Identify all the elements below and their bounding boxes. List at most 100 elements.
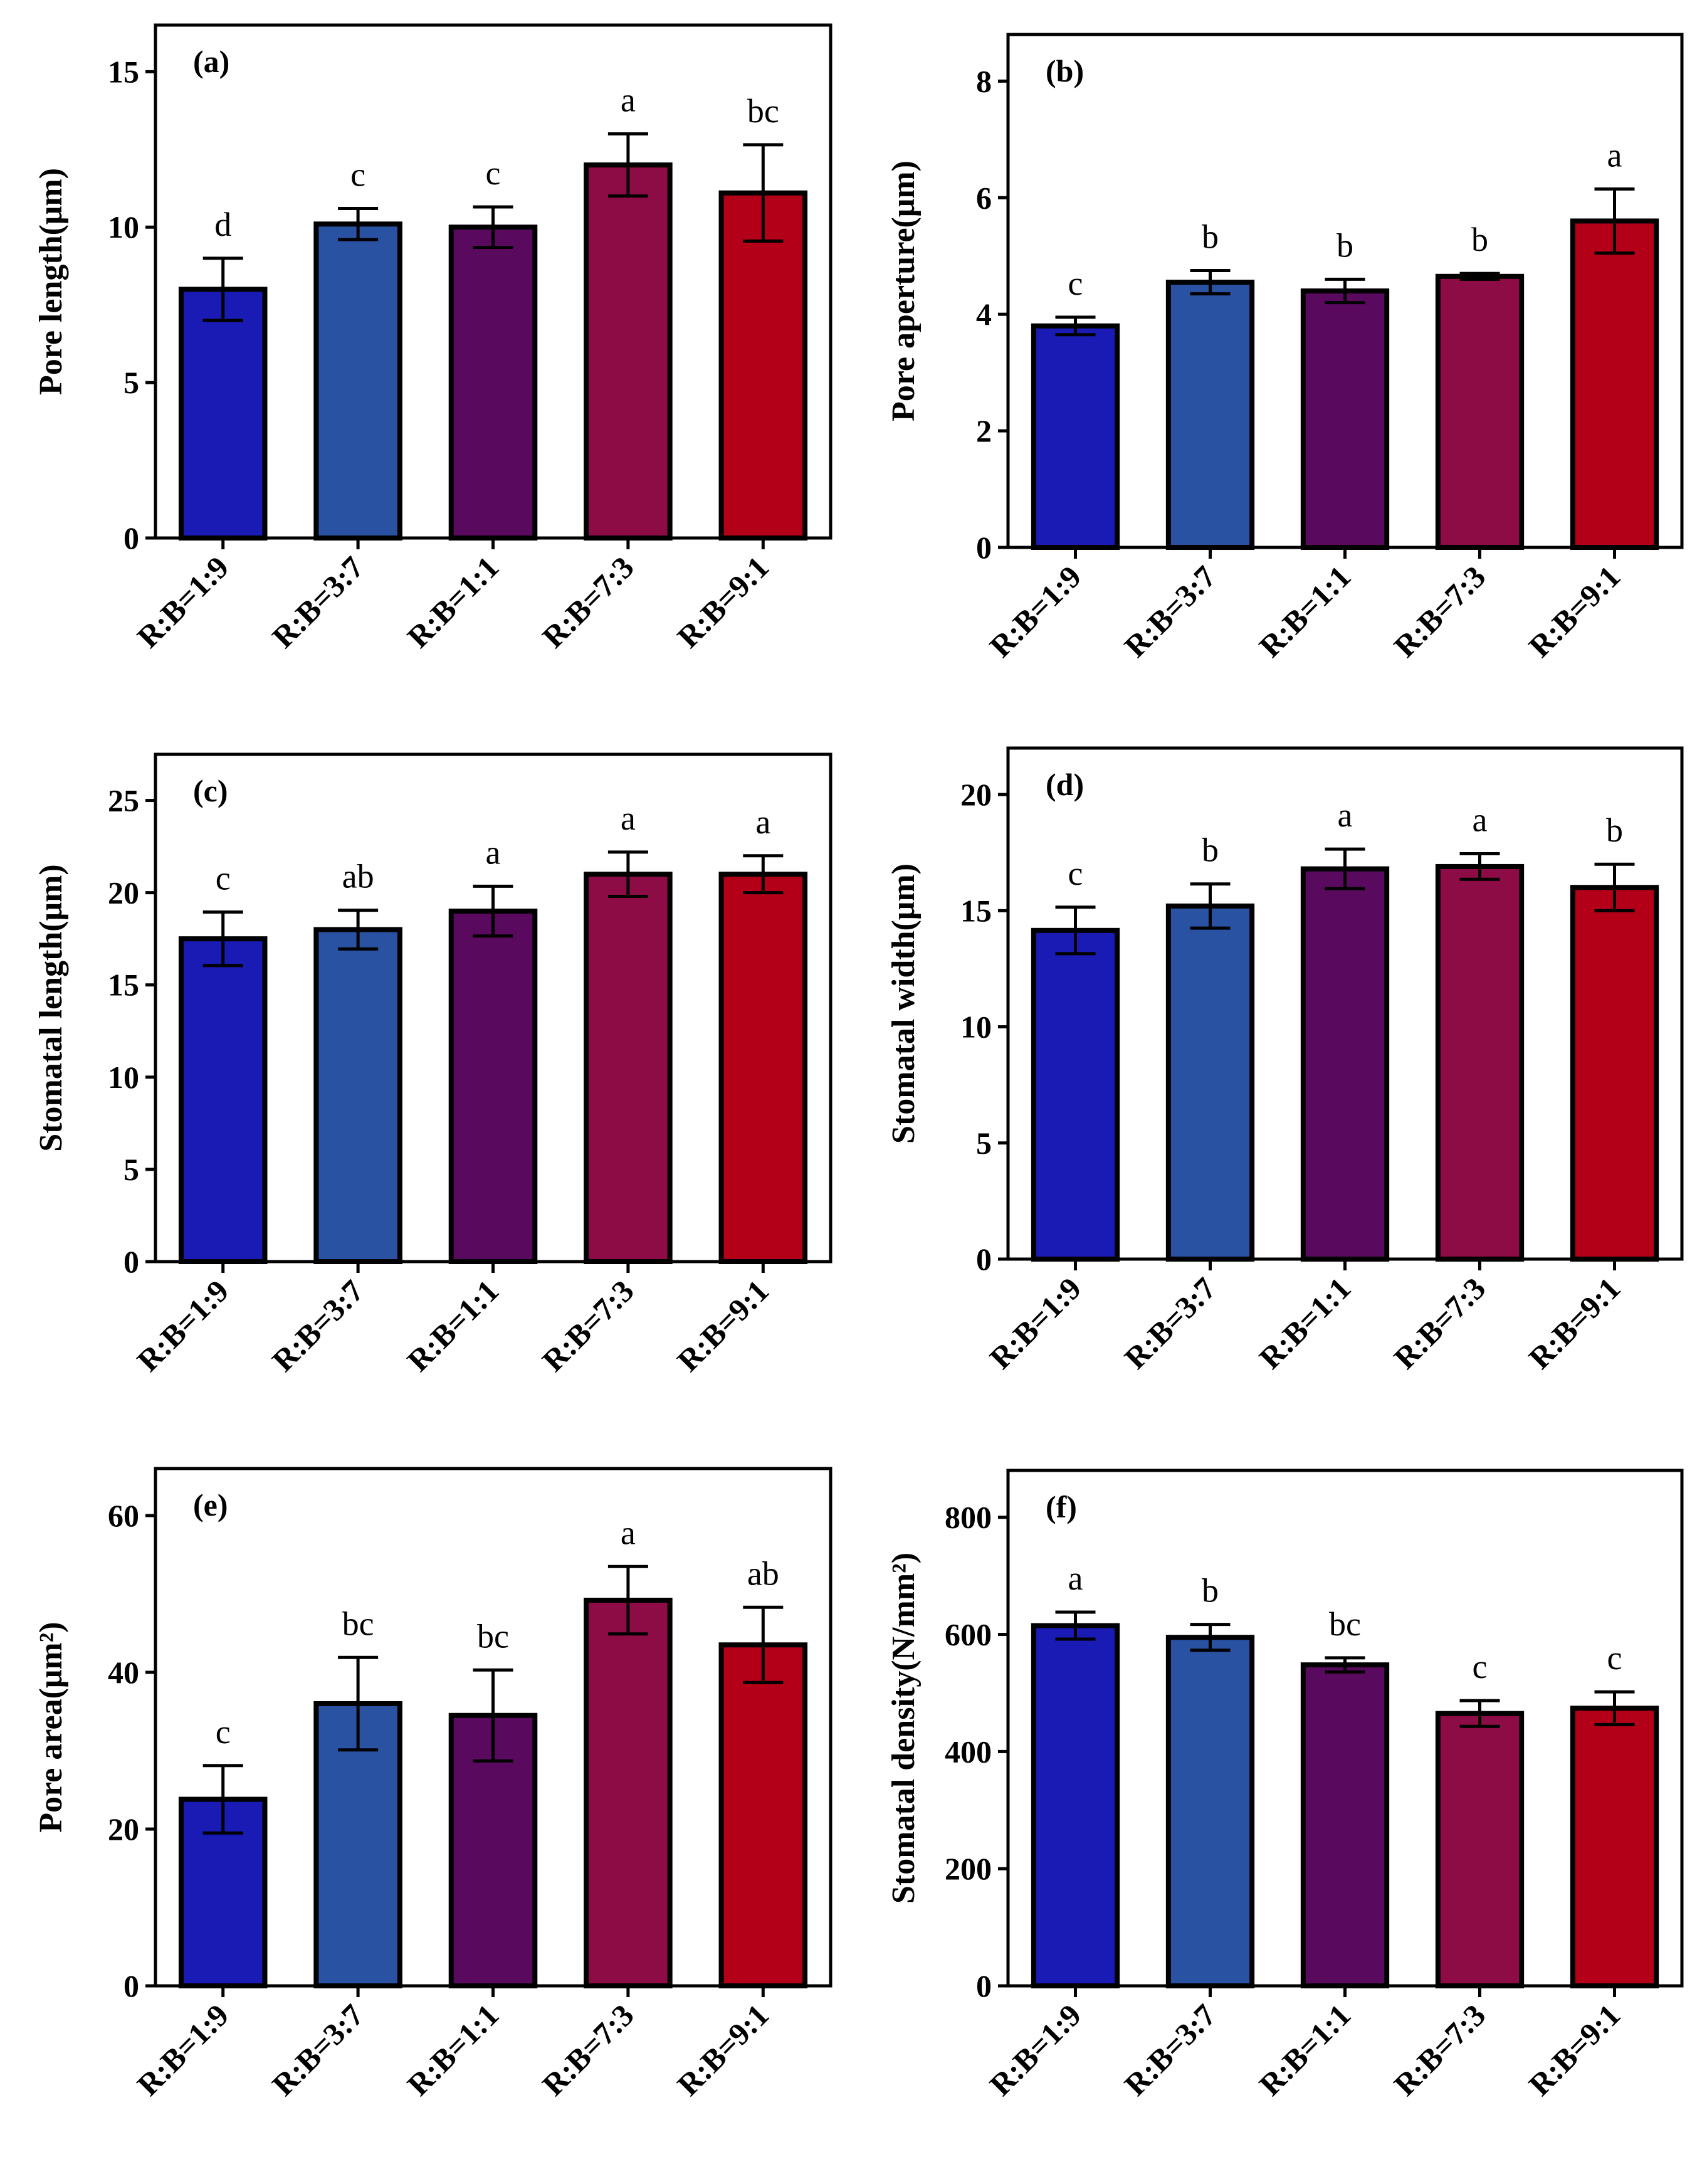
bar-R:B=9:1	[1570, 1706, 1659, 1989]
panel-label: (d)	[1046, 767, 1084, 802]
significance-letter: b	[1471, 221, 1488, 258]
x-tick-label: R:B=7:3	[535, 1997, 641, 2102]
y-tick-label: 10	[108, 209, 139, 245]
x-tick-label: R:B=9:1	[1522, 1270, 1627, 1376]
y-tick-label: 0	[123, 1968, 139, 2003]
y-tick-label: 800	[945, 1500, 992, 1535]
bar-R:B=1:9	[1031, 323, 1120, 550]
bar-R:B=3:7	[1165, 1635, 1255, 1988]
bar-R:B=9:1	[718, 872, 808, 1264]
significance-letter: b	[1337, 226, 1353, 264]
y-tick-label: 0	[976, 530, 992, 565]
y-tick-label: 15	[960, 893, 992, 928]
significance-letter: b	[1202, 1572, 1219, 1610]
y-tick-label: 5	[123, 1152, 139, 1187]
significance-letter: bc	[1329, 1605, 1361, 1643]
significance-letter: c	[1068, 265, 1083, 302]
chart-panel-e: 0 20 40 60 Pore area(μm²) (e) c R:B=1:9 bc R:B=3:…	[33, 1467, 832, 2102]
significance-letter: c	[486, 154, 501, 192]
y-tick-label: 6	[976, 180, 992, 215]
significance-letter: a	[755, 803, 770, 841]
y-tick-label: 20	[108, 875, 139, 910]
y-axis-label: Pore aperture(μm)	[886, 161, 922, 421]
bar-R:B=3:7	[313, 927, 402, 1265]
y-tick-label: 8	[976, 63, 992, 98]
significance-letter: b	[1202, 218, 1219, 255]
x-tick-label: R:B=3:7	[1118, 559, 1223, 664]
significance-letter: a	[621, 1514, 636, 1551]
bar-R:B=1:9	[1031, 927, 1120, 1262]
bar-R:B=3:7	[1165, 280, 1255, 550]
y-tick-label: 0	[123, 520, 139, 556]
y-axis-label: Stomatal width(μm)	[886, 863, 922, 1144]
y-tick-label: 0	[123, 1244, 139, 1279]
significance-letter: c	[216, 860, 231, 897]
significance-letter: c	[1473, 1648, 1488, 1685]
x-tick-label: R:B=9:1	[1522, 1997, 1627, 2102]
panel-label: (a)	[193, 44, 229, 79]
bar-R:B=9:1	[718, 1642, 808, 1988]
significance-letter: bc	[477, 1617, 509, 1655]
significance-letter: a	[1338, 796, 1353, 834]
y-tick-label: 0	[976, 1242, 992, 1277]
bar-R:B=7:3	[1435, 273, 1525, 550]
y-tick-label: 60	[108, 1498, 139, 1533]
y-tick-label: 40	[108, 1655, 139, 1690]
x-tick-label: R:B=1:9	[130, 549, 236, 655]
x-tick-label: R:B=7:3	[535, 549, 641, 655]
panel-label: (c)	[193, 773, 228, 808]
y-tick-label: 10	[960, 1010, 992, 1045]
significance-letter: ab	[747, 1554, 779, 1592]
significance-letter: a	[621, 799, 636, 837]
x-tick-label: R:B=7:3	[1387, 1997, 1493, 2102]
bar-R:B=9:1	[1570, 218, 1659, 551]
chart-panel-d: 0 5 10 15 20 Stomatal width(μm) (d) c R:B=1:9 b R:…	[886, 746, 1684, 1376]
x-tick-label: R:B=1:1	[1253, 559, 1358, 664]
significance-letter: bc	[342, 1605, 374, 1642]
panel-label: (e)	[193, 1487, 228, 1522]
y-tick-label: 600	[945, 1617, 992, 1652]
bar-R:B=1:1	[448, 909, 538, 1264]
x-tick-label: R:B=1:1	[401, 1273, 506, 1378]
bar-R:B=1:9	[178, 287, 268, 541]
y-tick-label: 25	[108, 783, 139, 818]
x-tick-label: R:B=1:9	[983, 1270, 1088, 1376]
bar-R:B=1:9	[1031, 1623, 1120, 1989]
y-axis-label: Stomatal length(μm)	[33, 864, 69, 1151]
significance-letter: ab	[342, 858, 374, 895]
significance-letter: c	[350, 156, 365, 193]
x-tick-label: R:B=7:3	[535, 1273, 641, 1378]
significance-letter: d	[214, 206, 231, 243]
x-tick-label: R:B=1:9	[983, 559, 1088, 664]
bar-R:B=7:3	[1435, 863, 1525, 1262]
y-tick-label: 4	[976, 297, 992, 332]
x-tick-label: R:B=9:1	[1522, 559, 1627, 664]
y-tick-label: 0	[976, 1968, 992, 2003]
x-tick-label: R:B=1:1	[1253, 1997, 1358, 2102]
bar-R:B=1:1	[1300, 866, 1390, 1262]
chart-panel-c: 0 5 10 15 20 25 Stomatal length(μm) (c) c R:B=1:9…	[33, 752, 832, 1378]
y-tick-label: 20	[960, 777, 992, 812]
bar-R:B=9:1	[1570, 885, 1659, 1262]
bar-R:B=7:3	[584, 162, 673, 541]
x-tick-label: R:B=1:1	[401, 1997, 506, 2102]
bar-R:B=7:3	[584, 872, 673, 1264]
y-tick-label: 5	[123, 365, 139, 400]
y-axis-label: Stomatal density(N/mm²)	[886, 1553, 922, 1904]
bar-R:B=7:3	[1435, 1711, 1525, 1988]
y-tick-label: 200	[945, 1851, 992, 1886]
x-tick-label: R:B=3:7	[265, 1997, 370, 2102]
x-tick-label: R:B=3:7	[265, 549, 370, 655]
significance-letter: c	[1607, 1639, 1622, 1677]
y-tick-label: 2	[976, 413, 992, 448]
panel-label: (f)	[1046, 1489, 1077, 1524]
x-tick-label: R:B=3:7	[1118, 1270, 1223, 1376]
x-tick-label: R:B=1:9	[130, 1997, 236, 2102]
bar-R:B=1:1	[448, 224, 538, 541]
chart-panel-a: 0 5 10 15 Pore length(μm) (a) d R:B=1:9 c R:B=3:7…	[33, 23, 832, 655]
x-tick-label: R:B=9:1	[670, 1273, 775, 1378]
x-tick-label: R:B=3:7	[1118, 1997, 1223, 2102]
x-tick-label: R:B=9:1	[670, 549, 775, 655]
y-tick-label: 20	[108, 1812, 139, 1847]
